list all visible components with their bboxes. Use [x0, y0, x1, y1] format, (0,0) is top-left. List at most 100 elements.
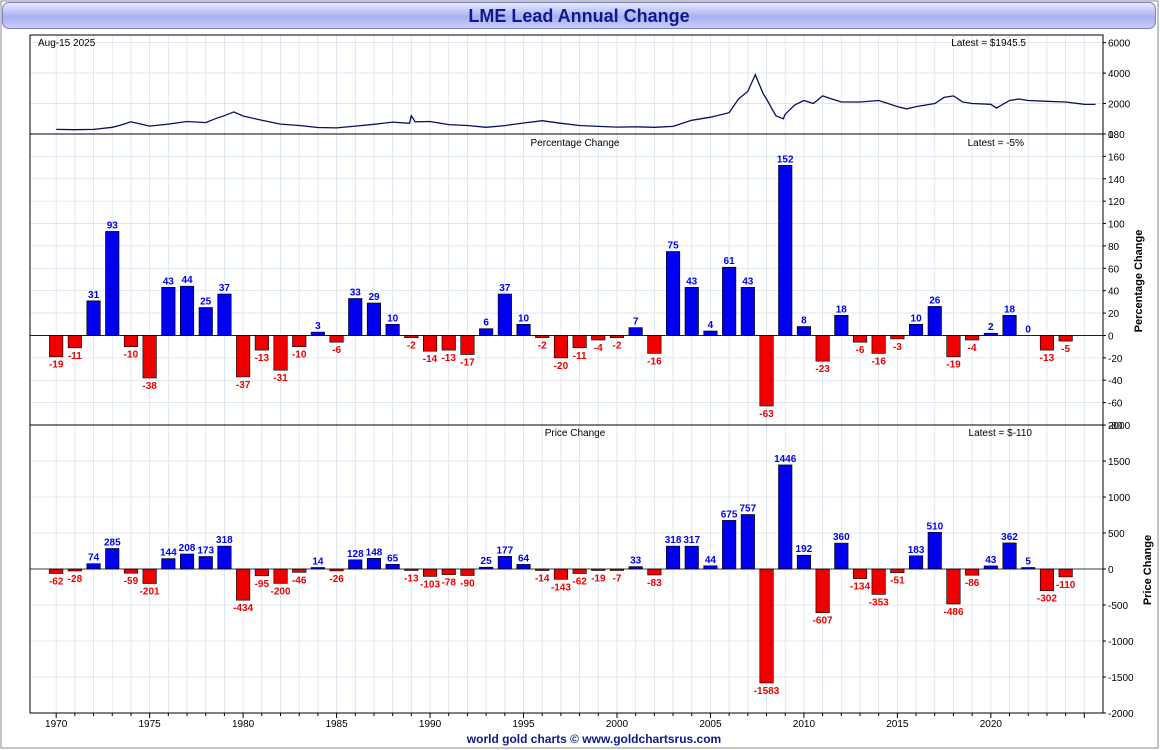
- price-change-data-label: -302: [1037, 594, 1057, 605]
- price-change-bar: [497, 555, 512, 570]
- price-change-bar: [348, 559, 363, 570]
- price-change-data-label: 25: [481, 556, 493, 567]
- price-change-data-label: -95: [255, 579, 270, 590]
- percentage-data-label: -63: [759, 409, 774, 420]
- price-change-data-label: 510: [926, 521, 943, 532]
- price-change-bar: [815, 568, 830, 614]
- percentage-data-label: 0: [1025, 325, 1031, 336]
- percentage-bar: [217, 293, 232, 336]
- price-change-bar: [740, 514, 755, 570]
- price-change-data-label: -83: [647, 578, 662, 589]
- price-change-data-label: -486: [943, 607, 963, 618]
- percentage-bar: [198, 307, 213, 336]
- x-tick-label: 2005: [699, 719, 722, 730]
- percentage-y-tick-label: 80: [1108, 242, 1120, 253]
- percentage-bar: [722, 266, 737, 336]
- percentage-y-tick-label: -20: [1108, 354, 1123, 365]
- price-change-data-label: 44: [705, 555, 717, 566]
- price-change-data-label: 43: [985, 555, 997, 566]
- price-change-bar: [946, 568, 961, 605]
- percentage-data-label: 8: [801, 316, 807, 327]
- price-change-data-label: 360: [833, 532, 850, 543]
- price-change-data-label: 65: [387, 553, 399, 564]
- price-change-panel-title: Price Change: [545, 428, 606, 439]
- percentage-bar: [479, 328, 494, 336]
- price-change-y-tick-label: -1000: [1108, 637, 1134, 648]
- percentage-bar: [703, 330, 718, 336]
- price-change-bar: [105, 548, 120, 570]
- price-change-data-label: -90: [460, 579, 475, 590]
- price-change-data-label: 74: [88, 553, 100, 564]
- percentage-bar: [628, 327, 643, 336]
- percentage-bar: [965, 335, 980, 341]
- percentage-data-label: -37: [236, 380, 251, 391]
- price-change-bar: [254, 568, 269, 577]
- percentage-data-label: 44: [181, 275, 193, 286]
- price-change-data-label: -51: [890, 576, 905, 587]
- percentage-data-label: 33: [350, 288, 362, 299]
- percentage-data-label: -6: [856, 345, 865, 356]
- price-change-bar: [142, 568, 157, 584]
- price-change-data-label: -103: [420, 579, 440, 590]
- price-change-latest-label: Latest = $-110: [969, 428, 1033, 439]
- price-line: [56, 72, 1096, 131]
- percentage-data-label: -13: [1040, 353, 1055, 364]
- price-change-data-label: -7: [613, 574, 622, 585]
- percentage-data-label: 10: [518, 313, 530, 324]
- price-change-data-label: -110: [1056, 580, 1076, 591]
- percentage-bar: [86, 300, 101, 336]
- percentage-data-label: -2: [538, 341, 547, 352]
- price-change-data-label: 177: [496, 545, 513, 556]
- percentage-bar: [385, 323, 400, 336]
- price-change-data-label: -201: [140, 587, 160, 598]
- percentage-data-label: -19: [946, 360, 961, 371]
- percentage-data-label: 18: [1004, 304, 1016, 315]
- percentage-y-tick-label: 0: [1108, 331, 1114, 342]
- price-change-data-label: -143: [551, 582, 571, 593]
- price-change-data-label: -19: [591, 574, 606, 585]
- price-y-tick-label: 2000: [1108, 100, 1131, 111]
- price-change-bar: [871, 568, 886, 595]
- percentage-data-label: 43: [686, 276, 698, 287]
- percentage-data-label: 93: [107, 220, 119, 231]
- percentage-y-tick-label: -60: [1108, 399, 1123, 410]
- price-change-data-label: 362: [1001, 532, 1018, 543]
- percentage-bar: [647, 335, 662, 354]
- price-change-bar: [161, 558, 176, 570]
- x-tick-label: 1975: [139, 719, 162, 730]
- percentage-bar: [684, 286, 699, 336]
- title-bar: LME Lead Annual Change: [2, 2, 1156, 29]
- percentage-data-label: -23: [815, 364, 830, 375]
- price-change-bar: [236, 568, 251, 601]
- percentage-data-label: -13: [255, 353, 270, 364]
- price-change-bar: [460, 568, 475, 576]
- price-change-data-label: 208: [179, 543, 196, 554]
- price-change-data-label: 318: [216, 535, 233, 546]
- percentage-bar: [366, 302, 382, 336]
- price-change-y-tick-label: -2000: [1108, 709, 1134, 720]
- price-change-data-label: 1446: [774, 454, 797, 465]
- percentage-bar: [1002, 314, 1017, 336]
- price-latest-label: Latest = $1945.5: [951, 38, 1026, 49]
- price-change-data-label: -134: [850, 582, 870, 593]
- price-change-data-label: -59: [124, 576, 139, 587]
- price-change-data-label: -1583: [754, 686, 780, 697]
- percentage-y-tick-label: 60: [1108, 264, 1120, 275]
- percentage-data-label: -19: [49, 360, 64, 371]
- percentage-bar: [778, 165, 793, 336]
- price-change-data-label: -13: [404, 574, 419, 585]
- percentage-data-label: -38: [142, 381, 157, 392]
- percentage-data-label: 43: [163, 276, 175, 287]
- percentage-bar: [460, 335, 475, 355]
- percentage-panel-title: Percentage Change: [531, 138, 620, 149]
- price-change-bar: [665, 545, 681, 570]
- percentage-bar: [740, 286, 755, 336]
- percentage-data-label: -10: [124, 350, 139, 361]
- price-change-bar: [759, 568, 774, 684]
- percentage-data-label: 2: [988, 322, 994, 333]
- price-change-data-label: 318: [665, 535, 682, 546]
- price-change-bar: [180, 553, 195, 570]
- percentage-data-label: 7: [633, 317, 639, 328]
- percentage-data-label: -10: [292, 350, 307, 361]
- price-change-bar: [722, 520, 737, 570]
